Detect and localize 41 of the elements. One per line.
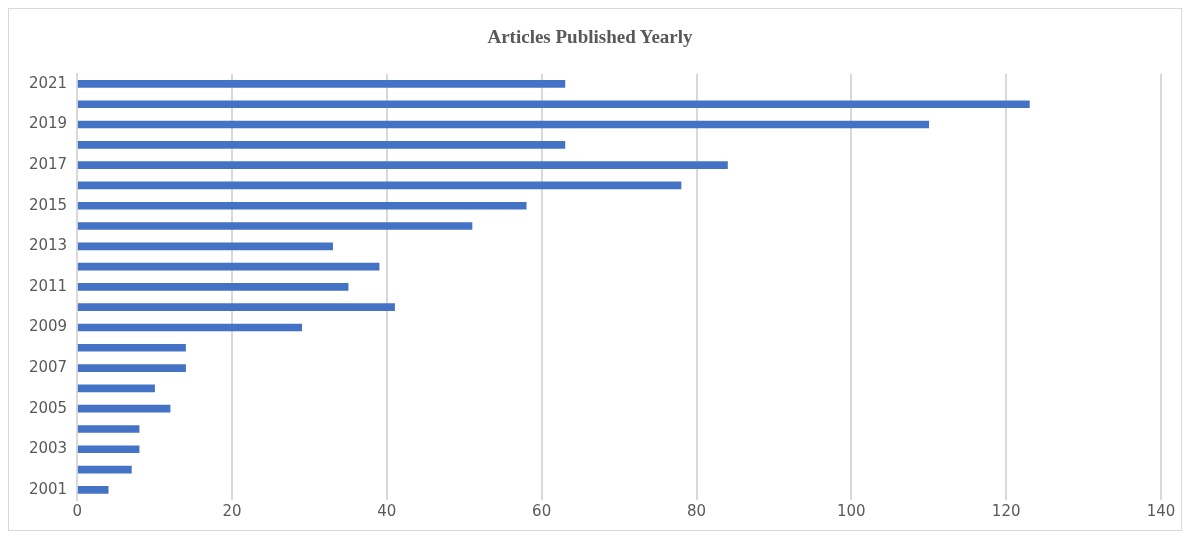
bar [77,404,171,413]
bar [77,384,155,393]
bar [77,465,132,474]
x-tick-label: 60 [532,501,552,520]
x-tick-label: 80 [686,501,707,520]
bar [77,425,140,433]
y-tick-label: 2001 [28,479,68,498]
bar [77,364,186,372]
bar [77,120,930,129]
bar [77,222,473,230]
bar [77,486,109,494]
y-tick-label: 2009 [28,317,68,336]
bar [77,201,527,210]
bar [77,262,380,271]
x-tick-label: 20 [222,501,242,520]
bar [77,242,333,251]
x-tick-label: 140 [1146,501,1176,520]
bar [77,323,303,332]
bar [77,343,186,352]
bar [77,100,1030,109]
bar [77,80,566,88]
y-tick-label: 2021 [28,73,68,92]
bar [77,303,395,312]
bar [77,445,140,454]
y-tick-label: 2003 [28,439,68,458]
bar [77,181,682,190]
y-tick-label: 2015 [28,195,68,214]
y-tick-label: 2017 [28,155,68,174]
y-tick-label: 2019 [28,114,68,133]
y-tick-label: 2013 [28,236,68,255]
y-tick-label: 2007 [28,357,68,376]
y-tick-label: 2005 [28,398,68,417]
chart-title: Articles Published Yearly [487,26,694,48]
bar [77,283,349,291]
x-tick-label: 0 [72,501,82,520]
x-tick-label: 100 [837,501,866,520]
x-tick-label: 120 [991,501,1021,520]
bar [77,161,728,169]
x-tick-label: 40 [377,501,397,520]
bar [77,141,566,149]
y-tick-label: 2011 [28,276,68,295]
